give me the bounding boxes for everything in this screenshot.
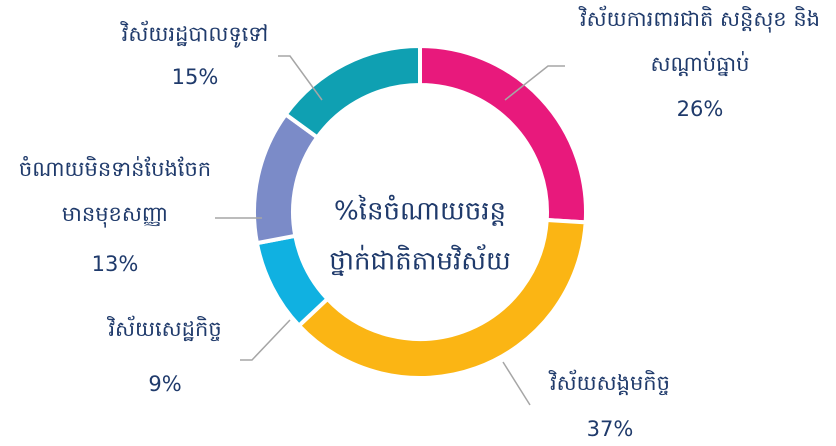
value-label: 26% (677, 97, 724, 121)
chart-title: %នៃចំណាយចរន្ត (334, 195, 506, 227)
leader-line (504, 65, 565, 101)
chart-title: ថ្នាក់ជាតិតាមវិស័យ (329, 244, 511, 277)
donut-segment (296, 217, 588, 380)
leader-line (278, 55, 323, 101)
value-label: 37% (587, 417, 634, 441)
category-label: វិស័យសេដ្ឋកិច្ច (106, 315, 222, 342)
category-label: ចំណាយមិនទាន់បែងចែក (19, 156, 211, 181)
category-label: មានមុខសញ្ញា (62, 202, 168, 228)
leader-line (240, 319, 291, 361)
leader-line (502, 361, 531, 406)
category-label: សណ្តាប់ធ្នាប់ (651, 51, 750, 77)
value-label: 13% (92, 252, 139, 276)
category-label: វិស័យការពារជាតិ សន្តិសុខ និង (578, 5, 820, 33)
category-label: វិស័យសង្គមកិច្ច (548, 369, 670, 396)
donut-segment (282, 43, 422, 141)
value-label: 15% (172, 65, 219, 89)
value-label: 9% (148, 372, 181, 396)
category-label: វិស័យរដ្ឋបាលទូទៅ (119, 20, 268, 48)
donut-segment (252, 111, 321, 246)
